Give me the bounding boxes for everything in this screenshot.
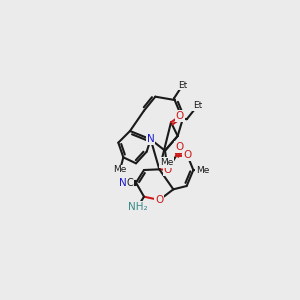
Text: Me: Me [196,166,209,175]
Text: NH₂: NH₂ [128,202,147,212]
Text: C: C [127,178,134,188]
Text: Me: Me [113,166,127,175]
Text: O: O [176,111,184,121]
Text: Et: Et [178,80,187,89]
Text: O: O [164,165,172,175]
Text: N: N [147,134,154,144]
Text: O: O [155,195,164,205]
Text: Me: Me [160,158,173,167]
Text: O: O [183,150,191,160]
Text: N: N [119,178,127,188]
Text: Et: Et [193,101,202,110]
Text: O: O [175,142,184,152]
